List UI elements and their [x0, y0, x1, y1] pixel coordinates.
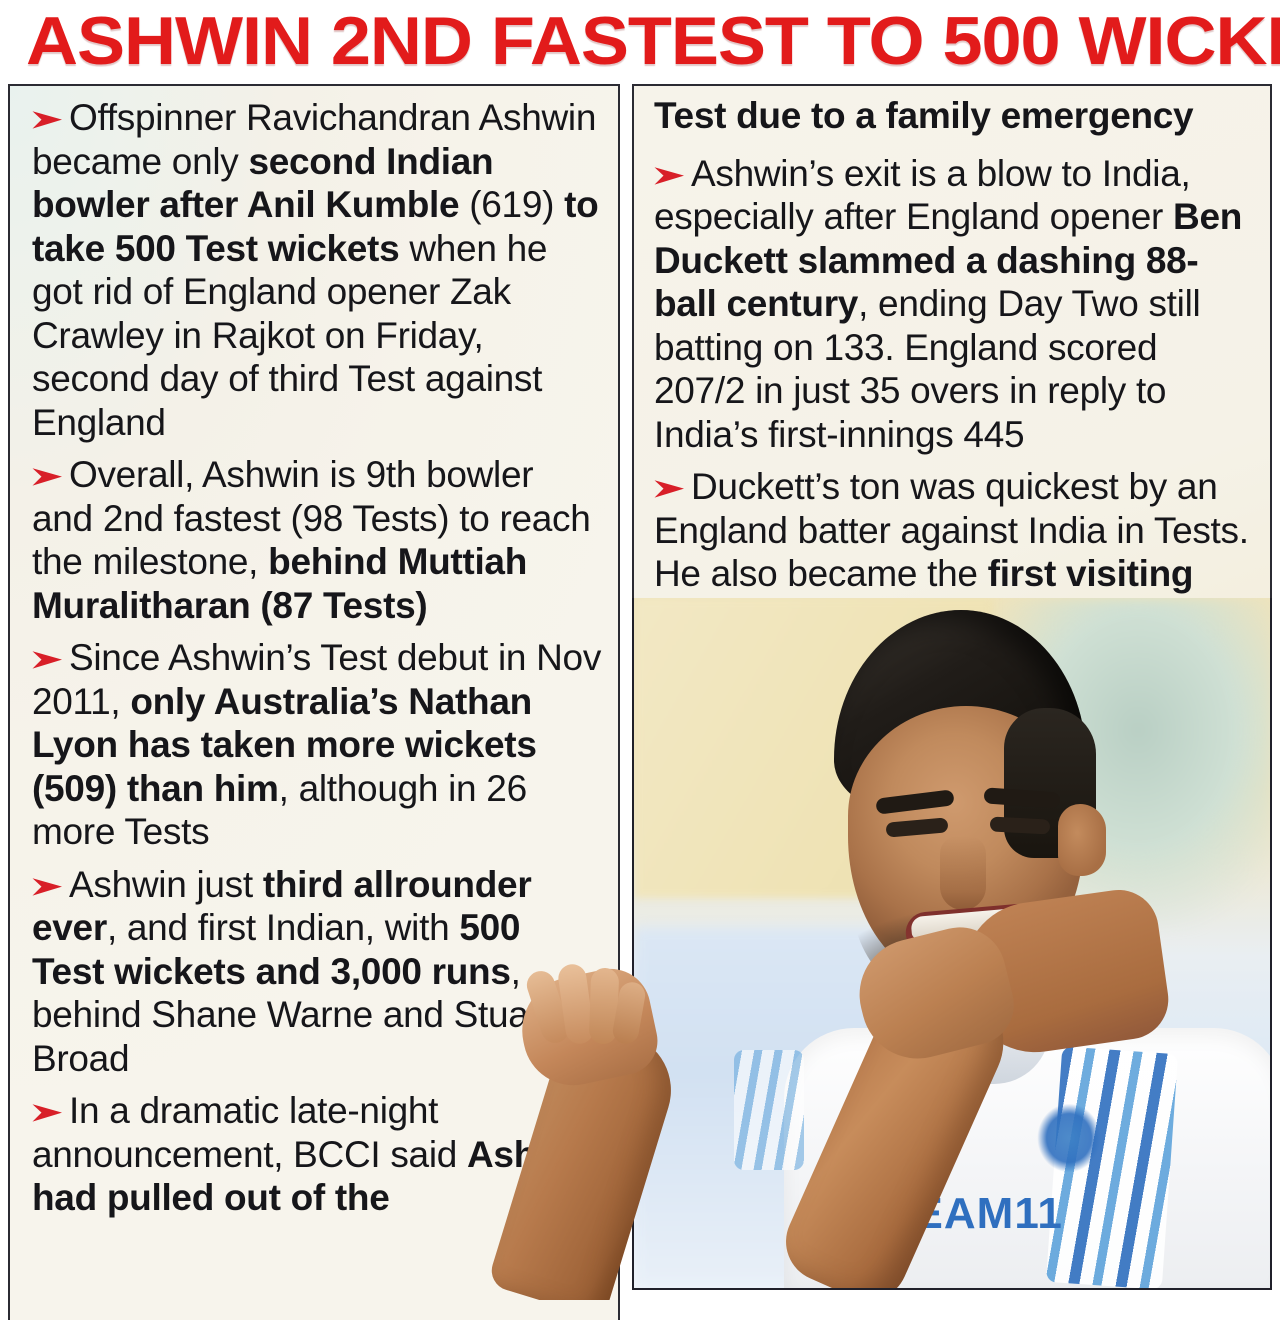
- right-column-text: Test due to a family emergency Ashwin’s e…: [654, 94, 1256, 692]
- bullet-allrounder: Ashwin just third allrounder ever, and f…: [32, 863, 551, 1079]
- bullet-duckett-ton: Duckett’s ton was quickest by an England…: [654, 466, 1249, 681]
- bullet-bcci-continued: Test due to a family emergency: [654, 95, 1194, 136]
- bullet-lyon: Since Ashwin’s Test debut in Nov 2011, o…: [32, 637, 602, 852]
- left-column-text: Offspinner Ravichandran Ashwin became on…: [32, 96, 602, 1229]
- red-arrow-bullet-icon: [32, 109, 63, 131]
- column-gap: [620, 84, 632, 1320]
- headline-bar: ASHWIN 2ND FASTEST TO 500 WICKETS: [0, 0, 1280, 80]
- red-arrow-bullet-icon: [32, 876, 63, 898]
- red-arrow-bullet-icon: [654, 165, 685, 187]
- red-arrow-bullet-icon: [654, 478, 685, 500]
- bullet-bcci: In a dramatic late-night announcement, B…: [32, 1090, 597, 1218]
- page-title: ASHWIN 2ND FASTEST TO 500 WICKETS: [26, 3, 1280, 79]
- bottom-white-strip: [632, 1290, 1272, 1320]
- left-panel: Offspinner Ravichandran Ashwin became on…: [8, 84, 620, 1320]
- right-panel: Test due to a family emergency Ashwin’s e…: [632, 84, 1272, 1290]
- bullet-exit-blow: Ashwin’s exit is a blow to India, especi…: [654, 152, 1243, 455]
- red-arrow-bullet-icon: [32, 1102, 63, 1124]
- red-arrow-bullet-icon: [32, 649, 63, 671]
- bullet-ranking: Overall, Ashwin is 9th bowler and 2nd fa…: [32, 454, 591, 626]
- red-arrow-bullet-icon: [32, 466, 63, 488]
- bullet-milestone: Offspinner Ravichandran Ashwin became on…: [32, 97, 599, 443]
